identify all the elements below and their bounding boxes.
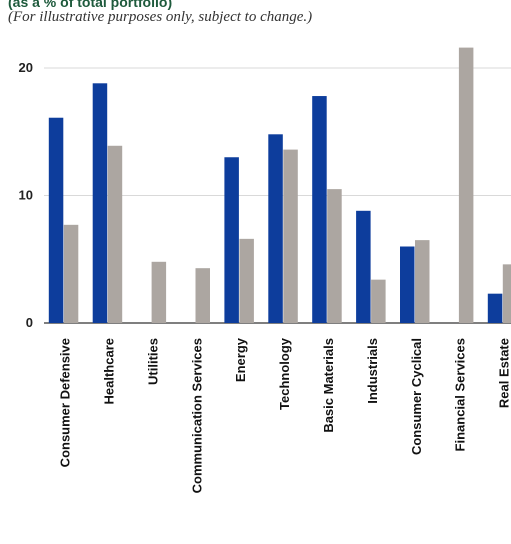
bar: [268, 134, 283, 323]
x-tick-label: Basic Materials: [321, 338, 336, 433]
bar: [327, 189, 342, 323]
bar: [312, 96, 327, 323]
bar: [371, 279, 386, 323]
bar: [151, 261, 167, 323]
bar: [107, 145, 123, 323]
bar: [63, 224, 79, 323]
bar: [239, 238, 254, 323]
y-tick-label: 0: [26, 315, 33, 330]
bar: [224, 157, 239, 323]
bar: [415, 240, 430, 323]
y-tick-label: 10: [19, 188, 33, 203]
bar: [283, 149, 298, 323]
bar: [195, 268, 210, 323]
bar: [400, 246, 415, 323]
y-tick-label: 20: [19, 60, 33, 75]
x-tick-label: Healthcare: [101, 338, 116, 404]
x-tick-label: Communication Services: [189, 338, 204, 493]
x-tick-label: Financial Services: [453, 338, 468, 451]
x-tick-label: Technology: [277, 337, 292, 410]
bar: [48, 117, 64, 323]
x-tick-label: Real Estate: [497, 338, 511, 408]
bar: [502, 264, 511, 323]
x-tick-label: Utilities: [145, 338, 160, 385]
bar: [458, 47, 474, 323]
chart-subtitle: (For illustrative purposes only, subject…: [8, 9, 313, 25]
x-tick-label: Industrials: [365, 338, 380, 404]
bar: [92, 83, 108, 323]
x-tick-label: Consumer Cyclical: [409, 338, 424, 455]
bar: [356, 210, 371, 323]
x-tick-label: Energy: [233, 337, 248, 382]
chart-title: (as a % of total portfolio): [8, 0, 173, 10]
bar: [487, 293, 503, 323]
x-tick-label: Consumer Defensive: [58, 338, 73, 467]
